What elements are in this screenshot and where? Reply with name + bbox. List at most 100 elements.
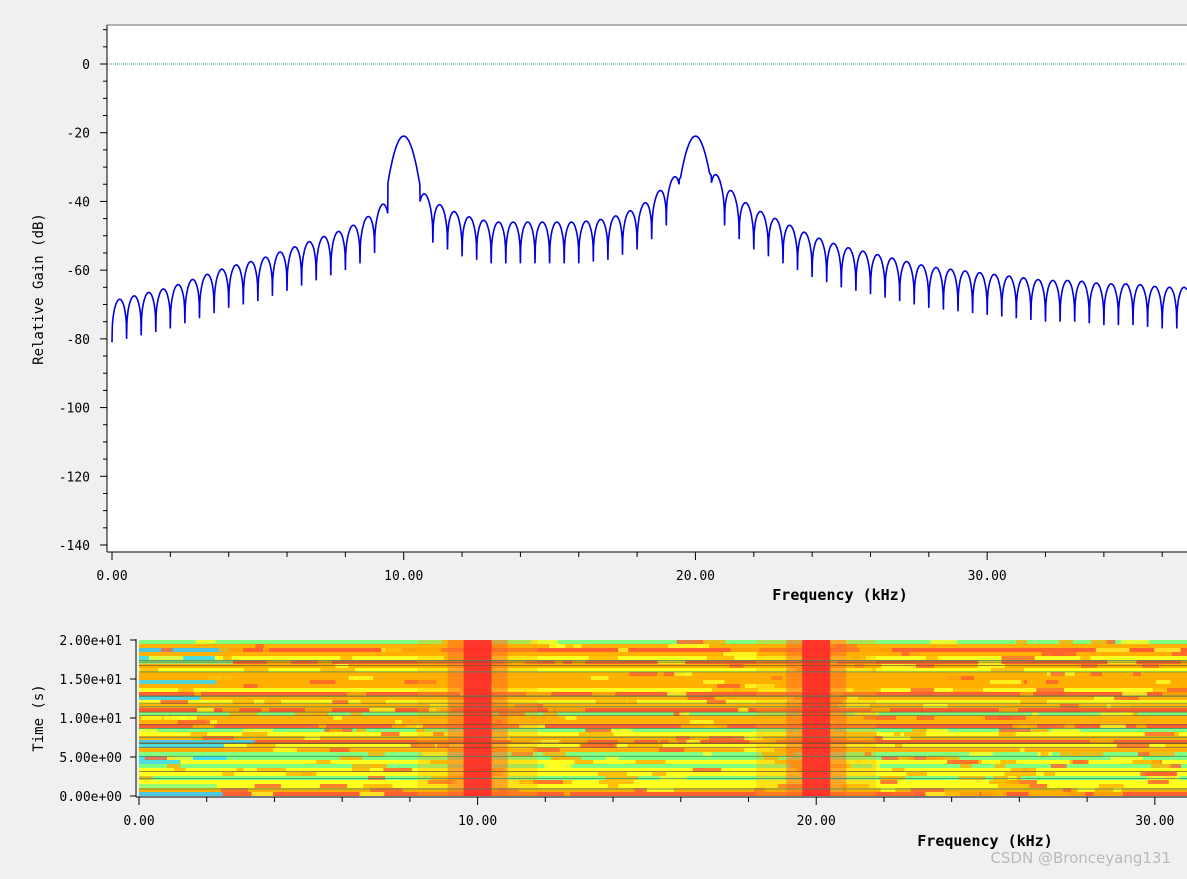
heatmap-cell: [607, 784, 619, 788]
heatmap-cell: [834, 744, 851, 748]
x-tick-label: 0.00: [123, 814, 154, 829]
heatmap-cell: [139, 680, 216, 684]
y-tick-label: 1.00e+01: [59, 712, 122, 727]
heatmap-cell: [348, 676, 359, 680]
heatmap-cell: [339, 756, 363, 760]
heatmap-cell: [541, 680, 555, 684]
heatmap-cell: [520, 644, 537, 648]
heatmap-cell: [1080, 656, 1091, 660]
heatmap-cell: [791, 764, 806, 768]
heatmap-cell: [1074, 652, 1108, 656]
heatmap-cell: [531, 740, 562, 744]
heatmap-cell: [232, 700, 254, 704]
heatmap-cell: [1090, 640, 1107, 644]
heatmap-cell: [623, 692, 660, 696]
heatmap-cell: [999, 728, 1031, 732]
heatmap-cell: [193, 676, 225, 680]
heatmap-cell: [360, 700, 386, 704]
heatmap-cell: [777, 784, 804, 788]
heatmap-cell: [629, 672, 658, 676]
heatmap-cell: [691, 736, 699, 740]
heatmap-cell: [243, 684, 258, 688]
heatmap-cell: [1143, 752, 1175, 756]
heatmap-cell: [433, 732, 444, 736]
x-tick-label: 10.00: [384, 569, 423, 584]
heatmap-cell: [667, 692, 687, 696]
heatmap-cell: [743, 748, 775, 752]
heatmap-cell: [256, 768, 286, 772]
heatmap-cell: [370, 788, 403, 792]
heatmap-cell: [1050, 764, 1067, 768]
heatmap-cell: [312, 644, 328, 648]
heatmap-row: [139, 732, 1187, 736]
watermark-text: CSDN @Bronceyang131: [990, 849, 1171, 867]
heatmap-cell: [563, 792, 571, 796]
heatmap-cell: [544, 716, 566, 720]
heatmap-cell: [1095, 648, 1130, 652]
heatmap-row: [139, 716, 1187, 720]
heatmap-cell: [178, 688, 194, 692]
heatmap-cell: [346, 692, 366, 696]
heatmap-cell: [582, 652, 598, 656]
heatmap-cell: [595, 700, 627, 704]
heatmap-cell: [1001, 656, 1035, 660]
heatmap-cell: [161, 648, 173, 652]
heatmap-cell: [422, 752, 448, 756]
heatmap-cell: [309, 680, 336, 684]
heatmap-cell: [475, 736, 511, 740]
heatmap-cell: [443, 656, 470, 660]
heatmap-cell: [1114, 696, 1139, 700]
heatmap-cell: [219, 672, 254, 676]
heatmap-cell: [1113, 788, 1122, 792]
heatmap-cell: [702, 752, 712, 756]
heatmap-cell: [880, 780, 898, 784]
heatmap-cell: [893, 732, 901, 736]
heatmap-cell: [840, 784, 869, 788]
heatmap-cell: [263, 648, 270, 652]
heatmap-cell: [1171, 732, 1179, 736]
heatmap-cell: [574, 760, 594, 764]
heatmap-cell: [597, 772, 627, 776]
heatmap-cell: [833, 768, 863, 772]
heatmap-row: [139, 672, 1187, 676]
heatmap-cell: [907, 756, 944, 760]
heatmap-cell: [971, 748, 996, 752]
heatmap-cell: [533, 748, 560, 752]
heatmap-cell: [957, 692, 966, 696]
heatmap-cell: [937, 656, 966, 660]
heatmap-cell: [617, 740, 635, 744]
heatmap-cell: [706, 656, 735, 660]
heatmap-cell: [1132, 760, 1161, 764]
heatmap-cell: [818, 692, 844, 696]
heatmap-cell: [255, 644, 264, 648]
heatmap-cell: [185, 672, 211, 676]
heatmap-cell: [1144, 732, 1174, 736]
heatmap-cell: [687, 696, 715, 700]
heatmap-cell: [145, 704, 174, 708]
heatmap-cell: [139, 648, 230, 652]
heatmap-cell: [635, 760, 666, 764]
heatmap-cell: [1133, 672, 1141, 676]
heatmap-cell: [1051, 728, 1080, 732]
heatmap-cell: [763, 732, 771, 736]
heatmap-cell: [160, 700, 189, 704]
heatmap-cell: [1077, 748, 1106, 752]
heatmap-row: [139, 696, 1187, 700]
heatmap-cell: [242, 732, 268, 736]
heatmap-cell: [254, 740, 265, 744]
spectrogram-x-ticks: 0.00 10.00 20.00 30.00: [123, 797, 1174, 829]
heatmap-cell: [960, 764, 972, 768]
heatmap-cell: [992, 792, 1004, 796]
heatmap-cell: [835, 644, 857, 648]
heatmap-cell: [602, 720, 615, 724]
heatmap-cell: [539, 744, 564, 748]
heatmap-row: [139, 784, 1187, 788]
heatmap-cell: [319, 784, 348, 788]
heatmap-cell: [610, 788, 635, 792]
heatmap-cell: [1060, 704, 1079, 708]
heatmap-row: [139, 764, 1187, 768]
heatmap-cell: [652, 772, 667, 776]
heatmap-cell: [1020, 692, 1034, 696]
heatmap-cell: [221, 676, 239, 680]
heatmap-cell: [1154, 708, 1178, 712]
